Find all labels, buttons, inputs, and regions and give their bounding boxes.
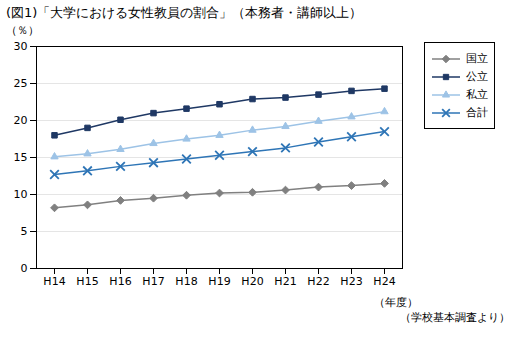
svg-text:H24: H24 [373, 275, 395, 288]
svg-text:H21: H21 [274, 275, 296, 288]
html-text:（学校基本調査より）: （学校基本調査より） [400, 311, 510, 324]
svg-text:H16: H16 [109, 275, 131, 288]
svg-text:H22: H22 [307, 275, 329, 288]
svg-text:0: 0 [21, 262, 28, 275]
svg-text:30: 30 [14, 40, 28, 53]
svg-text:H23: H23 [340, 275, 362, 288]
html-text:（年度）: （年度） [374, 296, 418, 309]
html-text:国立: 国立 [466, 52, 488, 65]
svg-text:15: 15 [14, 151, 28, 164]
svg-text:20: 20 [14, 114, 28, 127]
html-text:公立: 公立 [466, 70, 488, 83]
svg-text:10: 10 [14, 188, 28, 201]
html-text:私立: 私立 [466, 88, 488, 101]
svg-text:H17: H17 [142, 275, 164, 288]
svg-text:5: 5 [21, 225, 28, 238]
svg-text:H19: H19 [208, 275, 230, 288]
html-text:合計: 合計 [466, 106, 488, 119]
svg-text:25: 25 [14, 77, 28, 90]
svg-text:H18: H18 [175, 275, 197, 288]
svg-text:H14: H14 [43, 275, 65, 288]
html-text:(図1)「大学における女性教員の割合」（本務者・講師以上）: (図1)「大学における女性教員の割合」（本務者・講師以上） [6, 5, 363, 20]
svg-text:H15: H15 [76, 275, 98, 288]
svg-text:H20: H20 [241, 275, 263, 288]
